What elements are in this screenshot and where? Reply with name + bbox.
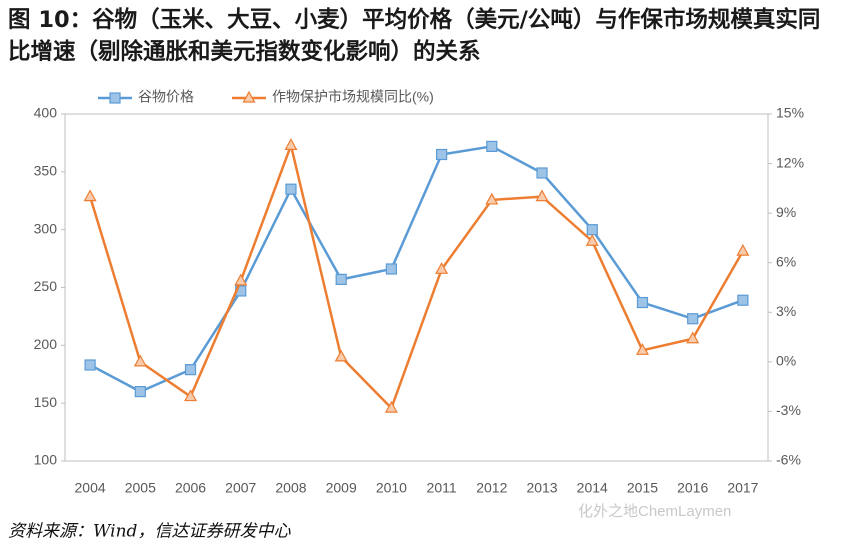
y2-tick-label: 12% <box>776 154 804 170</box>
point-marker <box>485 192 499 205</box>
y2-tick-label: 9% <box>776 204 796 220</box>
x-tick-label: 2007 <box>225 480 256 496</box>
point-marker <box>335 273 347 286</box>
point-marker <box>686 331 700 344</box>
y-tick-label: 400 <box>34 105 58 121</box>
y-tick-label: 350 <box>34 163 58 179</box>
y-tick-label: 250 <box>34 278 58 294</box>
point-marker <box>736 243 750 256</box>
y2-tick-label: -6% <box>776 452 801 468</box>
x-tick-label: 2010 <box>376 480 407 496</box>
point-marker <box>536 167 548 179</box>
point-marker <box>284 138 298 150</box>
point-marker <box>636 296 649 309</box>
point-marker <box>184 364 197 376</box>
point-marker <box>535 189 549 202</box>
legend-label: 谷物价格 <box>138 89 194 105</box>
point-marker <box>384 400 398 413</box>
source-note: 资料来源：Wind，信达证券研发中心 <box>8 522 291 542</box>
x-tick-label: 2009 <box>326 480 357 496</box>
plot-frame <box>64 113 769 462</box>
point-marker <box>687 313 699 325</box>
point-marker <box>134 386 146 398</box>
x-tick-label: 2006 <box>175 480 206 496</box>
series-line <box>88 141 744 411</box>
point-marker <box>435 262 449 274</box>
point-marker <box>586 224 598 236</box>
point-marker <box>385 263 397 275</box>
point-marker <box>334 349 348 362</box>
x-tick-label: 2005 <box>125 480 156 496</box>
point-marker <box>234 273 248 286</box>
point-marker <box>242 90 256 103</box>
point-marker <box>133 354 147 367</box>
point-marker <box>84 359 96 371</box>
point-marker <box>486 140 498 152</box>
series-line <box>89 145 744 393</box>
point-marker <box>285 183 297 195</box>
x-tick-label: 2011 <box>427 480 457 496</box>
y-tick-label: 100 <box>34 452 58 468</box>
point-marker <box>109 92 121 104</box>
x-tick-label: 2008 <box>275 480 306 496</box>
x-tick-label: 2016 <box>677 480 708 496</box>
y-tick-label: 300 <box>34 220 58 236</box>
x-tick-label: 2017 <box>727 480 758 496</box>
point-marker <box>737 294 749 306</box>
y2-tick-label: -3% <box>776 402 801 418</box>
x-tick-label: 2004 <box>75 480 106 496</box>
y-tick-label: 150 <box>34 394 58 410</box>
point-marker <box>83 189 97 202</box>
point-marker <box>436 148 448 161</box>
y2-tick-label: 6% <box>776 253 796 269</box>
y2-tick-label: 3% <box>776 303 796 319</box>
point-marker <box>184 389 198 402</box>
x-tick-label: 2012 <box>476 480 507 496</box>
x-tick-label: 2014 <box>577 480 608 496</box>
legend-label: 作物保护市场规模同比(%) <box>272 89 434 105</box>
point-marker <box>635 343 649 355</box>
watermark: 化外之地ChemLaymen <box>578 503 731 520</box>
point-marker <box>585 233 599 246</box>
y2-tick-label: 15% <box>776 105 804 121</box>
x-tick-label: 2015 <box>627 480 658 496</box>
y-tick-label: 200 <box>34 336 58 352</box>
y2-tick-label: 0% <box>776 353 796 369</box>
x-tick-label: 2013 <box>526 480 557 496</box>
chart-title: 图 10：谷物（玉米、大豆、小麦）平均价格（美元/公吨）与作保市场规模真实同比增… <box>8 7 821 65</box>
